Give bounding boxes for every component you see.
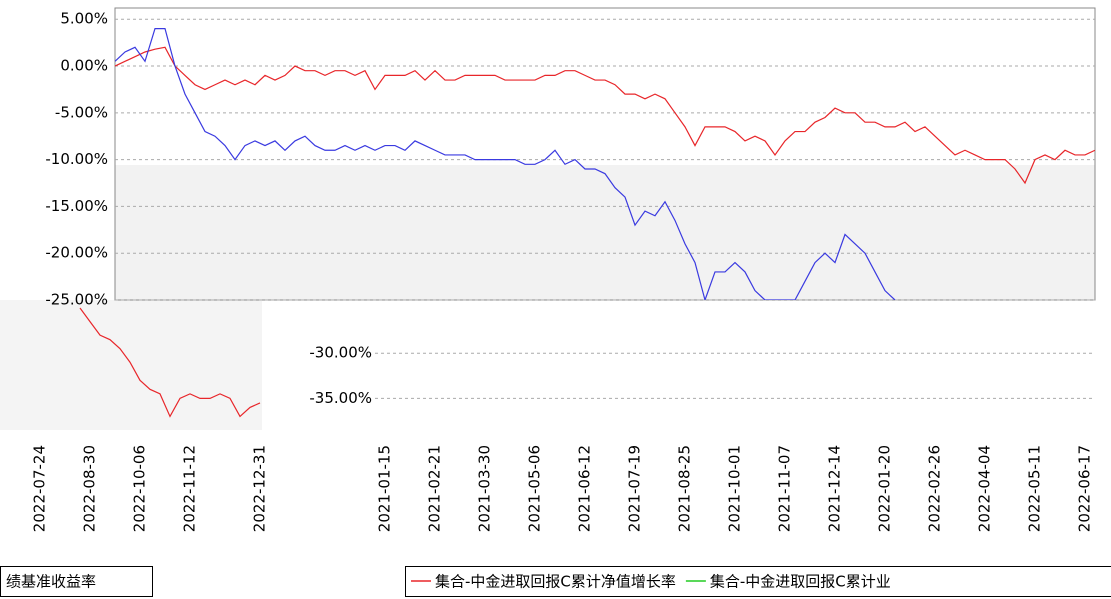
y-tick-label: -15.00% — [45, 197, 108, 215]
x-tick-label: 2021-01-15 — [376, 445, 394, 532]
x-tick-label: 2022-01-20 — [876, 445, 894, 532]
x-tick-label: 2022-04-04 — [976, 445, 994, 532]
x-tick-label: 2022-11-12 — [181, 445, 199, 532]
x-tick-label: 2021-12-14 — [826, 445, 844, 532]
x-tick-label: 2022-02-26 — [926, 445, 944, 532]
y-tick-label: -20.00% — [45, 244, 108, 262]
x-tick-label: 2022-05-11 — [1026, 445, 1044, 532]
y-tick-label: -25.00% — [45, 291, 108, 309]
plot-frame — [114, 7, 1096, 301]
legend-box — [405, 566, 1111, 597]
x-tick-label: 2021-08-25 — [676, 445, 694, 532]
legend-label: 绩基准收益率 — [6, 573, 96, 591]
y-tick-label: 0.00% — [60, 57, 108, 75]
legend-label: 集合-中金进取回报C累计净值增长率 — [435, 573, 676, 591]
x-tick-label: 2021-03-30 — [476, 445, 494, 532]
series-line — [115, 27, 896, 300]
background-fragment — [115, 165, 1095, 300]
y-tick-label: 5.00% — [60, 10, 108, 28]
x-tick-label: 2022-08-30 — [81, 445, 99, 532]
x-tick-label: 2021-06-12 — [576, 445, 594, 532]
legend-box — [0, 566, 153, 597]
y-tick-label: -30.00% — [309, 344, 372, 362]
x-tick-label: 2022-10-06 — [131, 445, 149, 532]
series-line — [115, 46, 1095, 185]
x-tick-label: 2021-10-01 — [726, 445, 744, 532]
legend-label: 集合-中金进取回报C累计业 — [710, 573, 891, 591]
x-tick-label: 2021-02-21 — [426, 445, 444, 532]
y-tick-label: -10.00% — [45, 150, 108, 168]
x-tick-label: 2021-11-07 — [776, 445, 794, 532]
y-tick-label: -5.00% — [55, 103, 108, 121]
x-tick-label: 2021-07-19 — [626, 445, 644, 532]
x-tick-label: 2022-12-31 — [251, 445, 269, 532]
x-tick-label: 2022-06-17 — [1076, 445, 1094, 532]
x-tick-label: 2022-07-24 — [31, 445, 49, 532]
series-line — [79, 307, 261, 418]
x-tick-label: 2021-05-06 — [526, 445, 544, 532]
y-tick-label: -35.00% — [309, 389, 372, 407]
